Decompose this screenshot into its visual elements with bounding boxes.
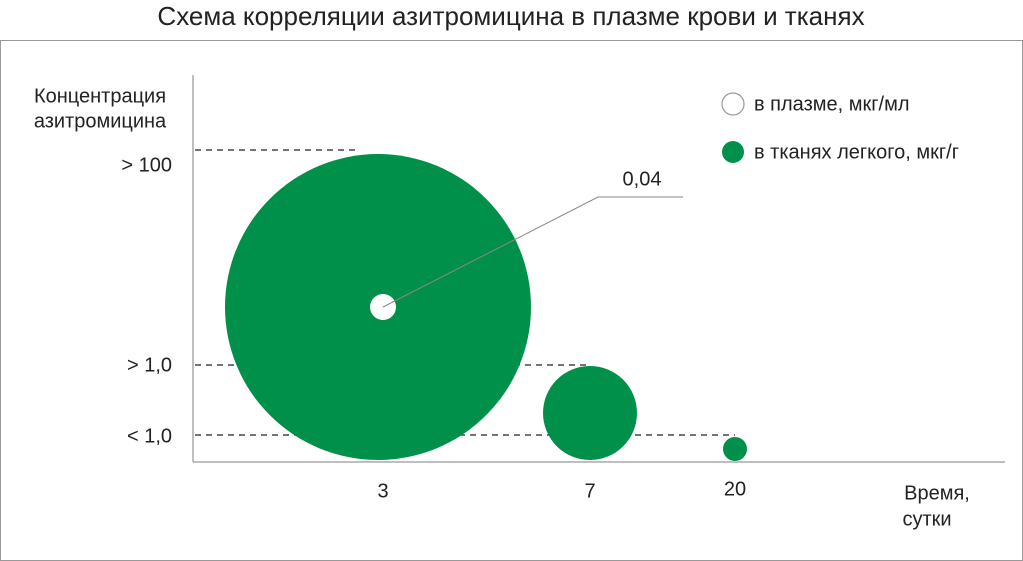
y-tick-label: > 1,0	[127, 354, 172, 376]
y-tick-label: > 100	[121, 154, 172, 176]
leader-line	[382, 196, 683, 308]
x-axis-label: Время,	[904, 482, 970, 504]
y-axis-label: азитромицина	[34, 110, 167, 132]
x-axis-label: сутки	[902, 508, 951, 530]
y-tick-label: < 1,0	[127, 425, 172, 447]
legend-label: в тканях легкого, мкг/г	[754, 141, 959, 163]
y-axis-label: Концентрация	[34, 85, 166, 107]
legend-swatch	[721, 92, 745, 116]
legend-swatch	[722, 141, 744, 163]
x-tick-label: 3	[377, 480, 388, 502]
legend-label: в плазме, мкг/мл	[754, 93, 910, 115]
annotation: 0,04	[623, 168, 662, 190]
x-tick-label: 20	[724, 478, 746, 500]
x-tick-label: 7	[584, 480, 595, 502]
title: Схема корреляции азитромицина в плазме к…	[157, 1, 864, 31]
bubble	[723, 437, 747, 461]
bubble	[543, 366, 637, 460]
